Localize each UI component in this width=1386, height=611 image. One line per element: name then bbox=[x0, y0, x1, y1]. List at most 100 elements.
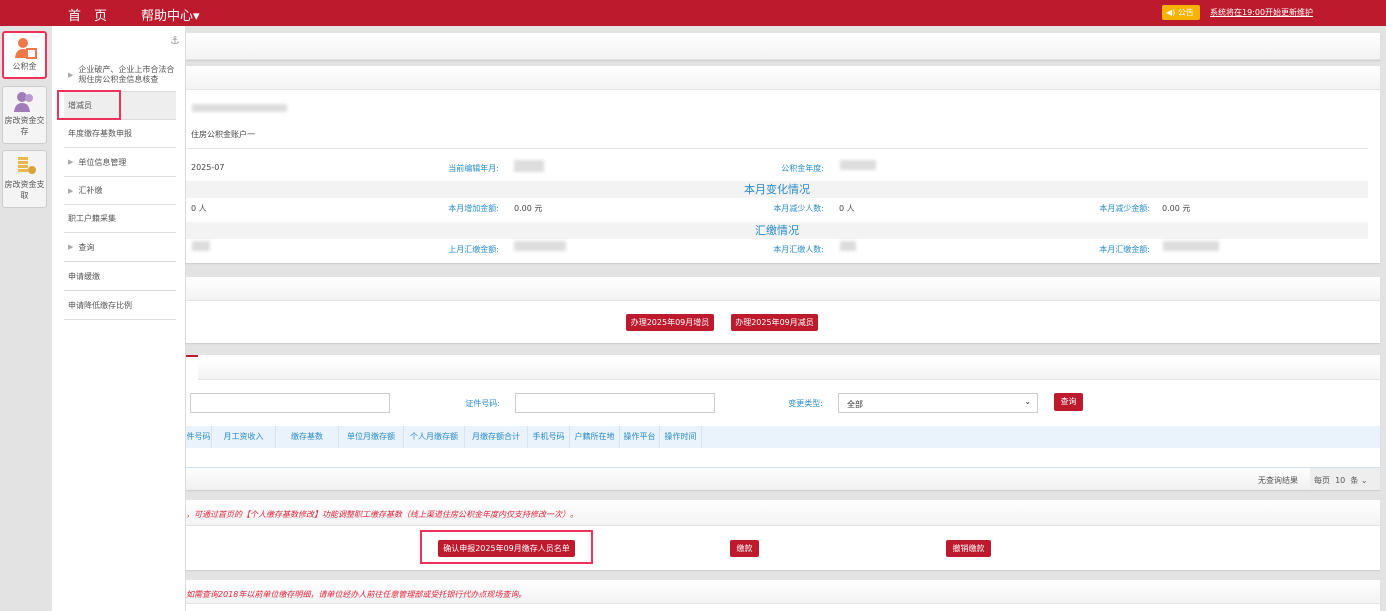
last-pay-label: 上月汇缴金额: bbox=[448, 245, 499, 254]
caret-right-icon: ▶ bbox=[68, 70, 74, 79]
column-header: 户籍所在地 bbox=[570, 426, 620, 448]
notice-badge: ◀) 公告 bbox=[1162, 5, 1200, 20]
redacted-value bbox=[514, 160, 544, 172]
search-panel: 证件号码: 变更类型: 全部 ⌄ 查询 件号码 月工资收入 缴存基数 单位月缴存额… bbox=[186, 355, 1380, 490]
menu-item-supplementary[interactable]: ▶ 汇补缴 bbox=[64, 177, 176, 205]
coins-icon bbox=[17, 157, 36, 174]
users-icon bbox=[13, 92, 33, 112]
caret-right-icon: ▶ bbox=[68, 186, 74, 195]
menu-label: 申请缓缴 bbox=[68, 271, 100, 281]
add-amount-label: 本月增加金额: bbox=[448, 204, 499, 213]
top-nav-bar: 首 页 帮助中心▾ ◀) 公告 系统将在19:00开始更新维护 bbox=[0, 0, 1386, 26]
menu-label: 年度缴存基数申报 bbox=[68, 129, 132, 138]
menu-item-unit-info[interactable]: ▶ 单位信息管理 bbox=[64, 148, 176, 177]
month-value: 2025-07 bbox=[191, 163, 225, 172]
chevron-down-icon: ⌄ bbox=[1024, 397, 1031, 406]
select-value: 全部 bbox=[847, 400, 863, 409]
name-input[interactable] bbox=[190, 393, 390, 413]
redacted-value bbox=[1163, 241, 1219, 251]
pay-section-title: 汇缴情况 bbox=[186, 222, 1368, 239]
column-header: 缴存基数 bbox=[276, 426, 339, 448]
module-withdraw[interactable]: 房改资金支取 bbox=[2, 150, 47, 208]
menu-item-verification[interactable]: ▶ 企业破产、企业上市合法合规住房公积金信息核查 bbox=[64, 58, 176, 92]
column-header: 单位月缴存额 bbox=[339, 426, 404, 448]
nav-home[interactable]: 首 页 bbox=[68, 9, 108, 24]
person-edit-icon bbox=[14, 38, 37, 59]
id-number-label: 证件号码: bbox=[465, 399, 500, 408]
anchor-icon[interactable]: ⚓ bbox=[170, 34, 180, 47]
column-header: 手机号码 bbox=[528, 426, 570, 448]
menu-label: 申请降低缴存比例 bbox=[68, 300, 132, 310]
redacted-unit-name bbox=[192, 104, 287, 112]
pay-button[interactable]: 缴款 bbox=[730, 540, 759, 557]
redacted-value bbox=[514, 241, 566, 251]
year-label: 公积金年度: bbox=[781, 164, 824, 173]
change-type-select[interactable]: 全部 ⌄ bbox=[838, 393, 1038, 413]
module-label: 公积金 bbox=[12, 62, 37, 71]
highlight-box bbox=[57, 90, 121, 120]
history-panel: 如需查询2018年以前单位缴存明细，请单位经办人前往任意管理部或受托银行代办点现… bbox=[186, 580, 1380, 611]
account-name: 住房公积金账户一 bbox=[191, 130, 255, 139]
module-deposit[interactable]: 房改资金交存 bbox=[2, 86, 47, 144]
module-label: 房改资金交存 bbox=[4, 116, 45, 136]
side-menu: ⚓ ▶ 企业破产、企业上市合法合规住房公积金信息核查 增减员 年度缴存基数申报 ▶… bbox=[52, 26, 186, 611]
id-number-input[interactable] bbox=[515, 393, 715, 413]
pay-count-label: 本月汇缴人数: bbox=[773, 245, 824, 254]
menu-label: 增减员 bbox=[68, 101, 92, 110]
cancel-pay-button[interactable]: 撤销缴款 bbox=[946, 540, 991, 557]
reduce-employee-button[interactable]: 办理2025年09月减员 bbox=[731, 314, 818, 331]
pay-amount-label: 本月汇缴金额: bbox=[1099, 245, 1150, 254]
notice-link[interactable]: 系统将在19:00开始更新维护 bbox=[1210, 8, 1314, 17]
caret-right-icon: ▶ bbox=[68, 158, 74, 166]
menu-item-reduce-ratio[interactable]: 申请降低缴存比例 bbox=[64, 291, 176, 320]
menu-item-query[interactable]: ▶ 查询 bbox=[64, 233, 176, 262]
menu-label: 职工户籍采集 bbox=[68, 214, 116, 223]
active-tab[interactable] bbox=[186, 355, 198, 357]
highlight-box bbox=[420, 530, 593, 564]
menu-item-household[interactable]: 职工户籍采集 bbox=[64, 205, 176, 233]
column-header: 件号码 bbox=[186, 426, 212, 448]
column-header: 个人月缴存额 bbox=[404, 426, 465, 448]
change-section-title: 本月变化情况 bbox=[186, 181, 1368, 198]
query-button[interactable]: 查询 bbox=[1054, 393, 1083, 411]
menu-label: 单位信息管理 bbox=[78, 157, 127, 167]
column-header: 操作时间 bbox=[660, 426, 702, 448]
column-header: 月工资收入 bbox=[212, 426, 276, 448]
caret-right-icon: ▶ bbox=[68, 243, 74, 251]
add-employee-button[interactable]: 办理2025年09月增员 bbox=[626, 314, 714, 331]
change-type-label: 变更类型: bbox=[788, 399, 823, 408]
add-amount: 0.00 元 bbox=[514, 204, 543, 213]
menu-item-annual-base[interactable]: 年度缴存基数申报 bbox=[64, 120, 176, 148]
reduce-amount-label: 本月减少金额: bbox=[1099, 204, 1150, 213]
redacted-value bbox=[840, 241, 856, 251]
module-housing-fund[interactable]: 公积金 bbox=[2, 31, 47, 79]
menu-item-defer[interactable]: 申请缓缴 bbox=[64, 262, 176, 291]
reduce-amount: 0.00 元 bbox=[1162, 204, 1191, 213]
column-header: 月缴存额合计 bbox=[465, 426, 528, 448]
current-edit-label: 当前编辑年月: bbox=[448, 164, 499, 173]
column-header: 操作平台 bbox=[620, 426, 660, 448]
module-label: 房改资金支取 bbox=[4, 180, 45, 200]
menu-label: 企业破产、企业上市合法合规住房公积金信息核查 bbox=[78, 64, 175, 84]
table-footer: 无查询结果 每页 10 条 ⌄ bbox=[186, 467, 1380, 490]
base-adjust-note: ，可通过首页的【个人缴存基数修改】功能调整职工缴存基数（线上渠道住房公积金年度内… bbox=[186, 510, 578, 519]
table-header: 件号码 月工资收入 缴存基数 单位月缴存额 个人月缴存额 月缴存额合计 手机号码… bbox=[186, 426, 1380, 448]
no-result-text: 无查询结果 bbox=[1258, 476, 1298, 485]
page-size-select[interactable]: 每页 10 条 ⌄ bbox=[1310, 468, 1380, 490]
breadcrumb-panel bbox=[186, 33, 1380, 60]
account-info-panel: 住房公积金账户一 2025-07 当前编辑年月: 公积金年度: 本月变化情况 0… bbox=[186, 66, 1380, 263]
menu-label: 汇补缴 bbox=[78, 186, 103, 195]
reduce-count: 0 人 bbox=[839, 204, 855, 213]
history-note: 如需查询2018年以前单位缴存明细，请单位经办人前往任意管理部或受托银行代办点现… bbox=[186, 590, 527, 599]
payment-panel: ，可通过首页的【个人缴存基数修改】功能调整职工缴存基数（线上渠道住房公积金年度内… bbox=[186, 500, 1380, 570]
page-size-value: 每页 10 条 bbox=[1314, 476, 1359, 485]
menu-label: 查询 bbox=[78, 242, 95, 252]
add-count: 0 人 bbox=[191, 204, 207, 213]
redacted-value bbox=[840, 160, 876, 170]
confirm-declare-button[interactable]: 确认申报2025年09月缴存人员名单 bbox=[438, 540, 575, 557]
redacted-value bbox=[192, 241, 210, 251]
action-panel: 办理2025年09月增员 办理2025年09月减员 bbox=[186, 277, 1380, 343]
reduce-count-label: 本月减少人数: bbox=[773, 204, 824, 213]
module-bar: 公积金 房改资金交存 房改资金支取 bbox=[0, 26, 50, 611]
nav-help-center[interactable]: 帮助中心▾ bbox=[141, 9, 200, 24]
